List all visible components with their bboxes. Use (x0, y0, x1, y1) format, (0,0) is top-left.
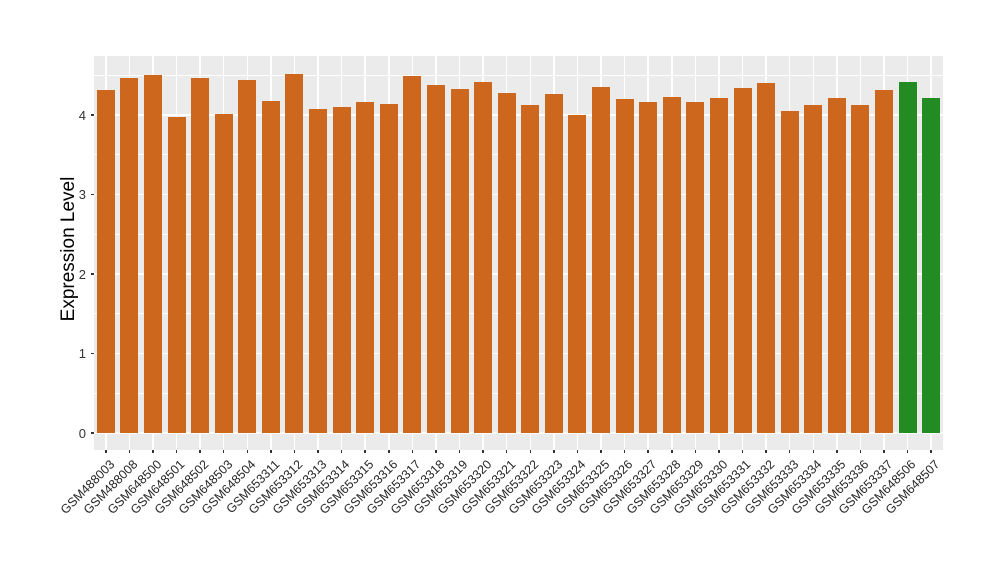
x-tick-mark (576, 450, 579, 453)
x-tick-mark (293, 450, 296, 453)
bar-GSM653316 (379, 103, 398, 433)
bar-GSM653324 (568, 115, 587, 433)
bar-GSM648503 (214, 114, 233, 433)
bar-GSM653330 (709, 97, 728, 433)
bar-GSM653322 (521, 105, 540, 433)
gridline-major (94, 352, 943, 355)
bar-GSM653321 (497, 92, 516, 433)
y-tick-label: 0 (78, 425, 86, 441)
gridline-minor (94, 392, 943, 394)
bar-GSM648507 (922, 98, 941, 433)
bar-GSM653323 (544, 93, 563, 433)
x-tick-mark (883, 450, 885, 453)
y-tick-mark (90, 114, 94, 116)
gridline-major (94, 432, 943, 434)
gridline-minor (94, 74, 943, 76)
x-tick-mark (906, 450, 909, 453)
plot-panel (94, 56, 943, 450)
x-tick-mark (435, 450, 437, 453)
bar-GSM488008 (120, 77, 139, 433)
gridline-major (94, 193, 943, 196)
gridline-minor (94, 313, 943, 315)
x-tick-mark (128, 450, 131, 453)
bar-GSM653313 (309, 109, 328, 433)
x-tick-mark (458, 450, 461, 453)
x-tick-mark (105, 450, 107, 453)
bar-GSM653311 (261, 101, 280, 433)
x-tick-mark (340, 450, 343, 453)
x-tick-mark (270, 450, 272, 453)
bar-GSM653325 (592, 87, 611, 433)
bar-GSM648502 (191, 77, 210, 433)
bar-GSM648501 (167, 117, 186, 433)
bar-GSM653315 (356, 102, 375, 433)
x-tick-mark (836, 450, 838, 453)
y-tick-label: 1 (78, 346, 86, 361)
bar-GSM653320 (474, 82, 493, 433)
y-tick-label: 4 (78, 107, 86, 123)
bar-GSM648500 (143, 75, 162, 433)
bar-GSM653335 (827, 97, 846, 433)
bar-GSM653314 (332, 107, 351, 433)
x-tick-mark (175, 450, 178, 453)
x-tick-mark (812, 450, 815, 453)
x-tick-mark (694, 450, 697, 453)
y-tick-mark (90, 432, 94, 434)
x-tick-mark (482, 450, 484, 453)
x-tick-mark (600, 450, 602, 453)
gridline-major (94, 273, 943, 275)
bar-GSM653333 (780, 111, 799, 433)
x-tick-mark (364, 450, 366, 453)
gridline-major (94, 114, 943, 116)
x-tick-mark (529, 450, 532, 453)
bar-GSM653331 (733, 87, 752, 433)
gridline-minor (94, 154, 943, 156)
bar-GSM488003 (96, 89, 115, 433)
bar-GSM653332 (757, 83, 776, 433)
x-tick-mark (788, 450, 791, 453)
bar-GSM648504 (238, 80, 257, 433)
y-tick-mark (90, 352, 94, 355)
bar-GSM653319 (450, 88, 469, 433)
x-tick-mark (505, 450, 508, 453)
x-tick-mark (741, 450, 744, 453)
bar-GSM653327 (639, 102, 658, 433)
y-tick-label: 2 (78, 266, 86, 282)
x-tick-mark (246, 450, 249, 453)
x-tick-mark (222, 450, 225, 453)
bar-GSM653334 (804, 105, 823, 433)
x-tick-mark (671, 450, 673, 453)
gridline-minor (94, 233, 943, 235)
bar-GSM653336 (851, 104, 870, 433)
x-tick-mark (553, 450, 555, 453)
x-tick-mark (765, 450, 767, 453)
y-tick-label: 3 (78, 187, 86, 202)
bar-GSM648506 (898, 81, 917, 433)
bar-GSM653329 (686, 102, 705, 433)
bar-GSM653317 (403, 76, 422, 433)
bar-GSM653337 (875, 89, 894, 433)
bar-GSM653326 (615, 99, 634, 433)
y-tick-mark (90, 193, 94, 196)
x-tick-mark (647, 450, 649, 453)
bar-GSM653328 (662, 96, 681, 433)
x-tick-mark (930, 450, 932, 453)
x-tick-mark (317, 450, 319, 453)
y-tick-mark (90, 273, 94, 275)
bar-GSM653312 (285, 74, 304, 433)
x-tick-mark (411, 450, 414, 453)
x-tick-mark (718, 450, 720, 453)
x-tick-mark (859, 450, 862, 453)
bar-GSM653318 (426, 84, 445, 433)
x-tick-mark (199, 450, 201, 453)
x-tick-mark (623, 450, 626, 453)
x-tick-mark (152, 450, 154, 453)
x-tick-mark (388, 450, 390, 453)
